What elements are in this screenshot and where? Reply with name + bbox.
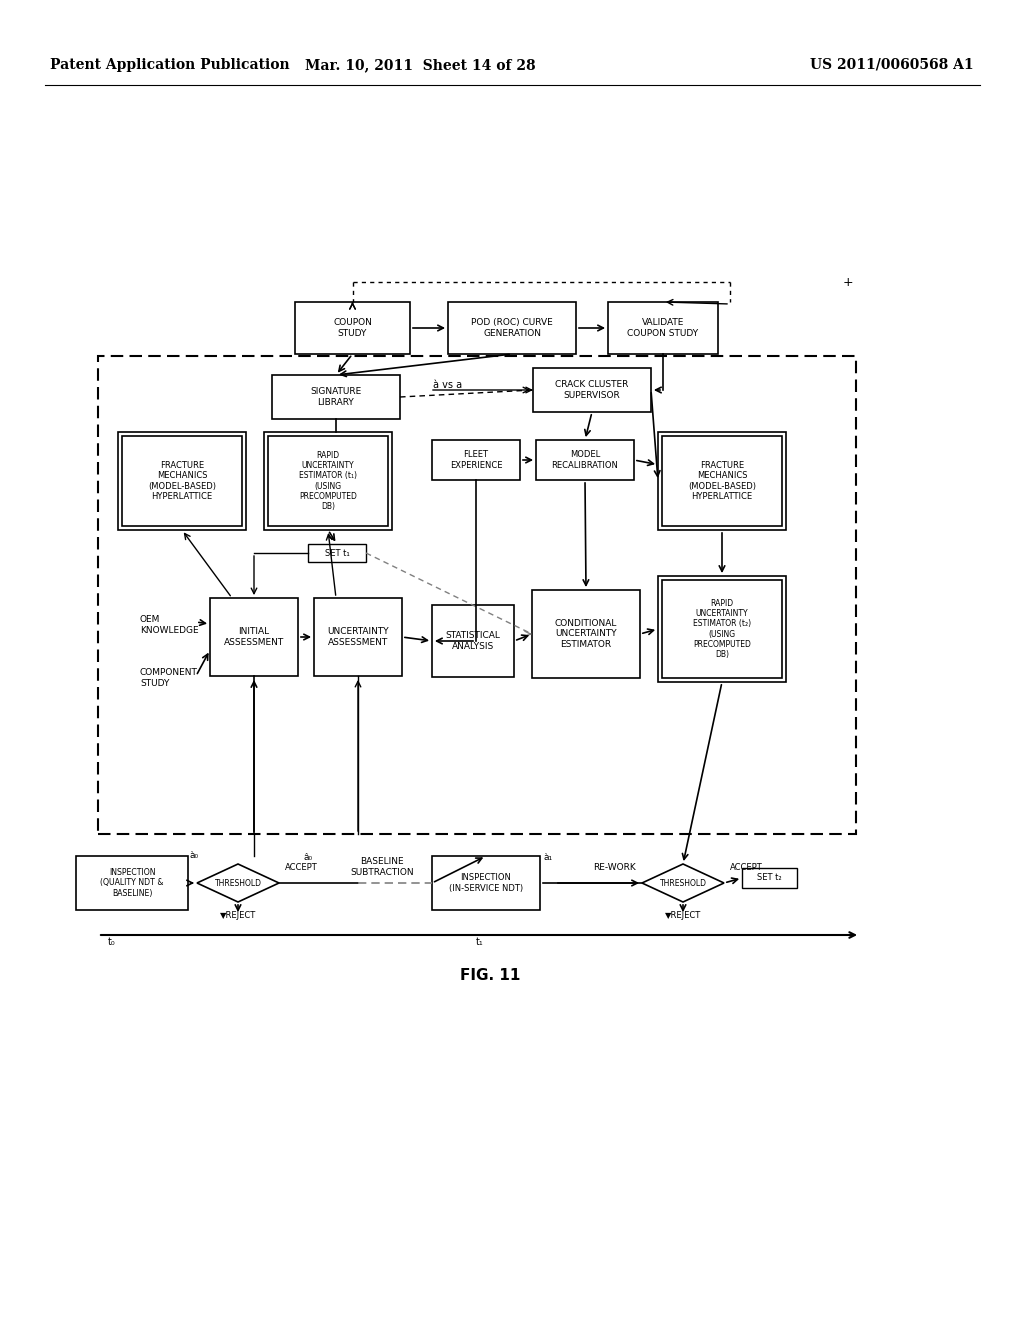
Bar [118, 432, 246, 531]
Bar [314, 598, 402, 676]
Text: FRACTURE
MECHANICS
(MODEL-BASED)
HYPERLATTICE: FRACTURE MECHANICS (MODEL-BASED) HYPERLA… [688, 461, 756, 502]
Text: Patent Application Publication: Patent Application Publication [50, 58, 290, 73]
Polygon shape [642, 865, 724, 902]
Text: COUPON
STUDY: COUPON STUDY [333, 318, 372, 338]
Text: t₀: t₀ [109, 937, 116, 946]
Text: â₀: â₀ [303, 854, 312, 862]
Bar [662, 436, 782, 525]
Text: SIGNATURE
LIBRARY: SIGNATURE LIBRARY [310, 387, 361, 407]
Text: OEM
KNOWLEDGE: OEM KNOWLEDGE [140, 615, 199, 635]
Text: UNCERTAINTY
ASSESSMENT: UNCERTAINTY ASSESSMENT [328, 627, 389, 647]
Bar [532, 590, 640, 678]
Text: Mar. 10, 2011  Sheet 14 of 28: Mar. 10, 2011 Sheet 14 of 28 [305, 58, 536, 73]
Bar [272, 375, 400, 418]
Text: RAPID
UNCERTAINTY
ESTIMATOR (t₂)
(USING
PRECOMPUTED
DB): RAPID UNCERTAINTY ESTIMATOR (t₂) (USING … [693, 598, 751, 660]
Text: VALIDATE
COUPON STUDY: VALIDATE COUPON STUDY [628, 318, 698, 338]
Text: +: + [843, 276, 853, 289]
Bar [536, 440, 634, 480]
Text: THRESHOLD: THRESHOLD [214, 879, 261, 887]
Text: INSPECTION
(QUALITY NDT &
BASELINE): INSPECTION (QUALITY NDT & BASELINE) [100, 869, 164, 898]
Text: CONDITIONAL
UNCERTAINTY
ESTIMATOR: CONDITIONAL UNCERTAINTY ESTIMATOR [555, 619, 617, 649]
Text: SET t₂: SET t₂ [757, 874, 781, 883]
Bar [449, 302, 575, 354]
Bar [98, 356, 856, 834]
Text: POD (ROC) CURVE
GENERATION: POD (ROC) CURVE GENERATION [471, 318, 553, 338]
Text: ACCEPT: ACCEPT [730, 862, 763, 871]
Text: THRESHOLD: THRESHOLD [659, 879, 707, 887]
Bar [210, 598, 298, 676]
Text: ▼REJECT: ▼REJECT [665, 911, 701, 920]
Bar [432, 605, 514, 677]
Bar [432, 440, 520, 480]
Text: COMPONENT
STUDY: COMPONENT STUDY [140, 668, 198, 688]
Text: à vs a: à vs a [433, 380, 462, 389]
Bar [658, 432, 786, 531]
Bar [308, 544, 366, 562]
Bar [264, 432, 392, 531]
Text: BASELINE
SUBTRACTION: BASELINE SUBTRACTION [350, 857, 414, 876]
Text: CRACK CLUSTER
SUPERVISOR: CRACK CLUSTER SUPERVISOR [555, 380, 629, 400]
Text: à₀: à₀ [189, 851, 199, 861]
Bar [432, 855, 540, 909]
Text: FIG. 11: FIG. 11 [460, 968, 520, 982]
Text: ▼REJECT: ▼REJECT [220, 911, 256, 920]
Text: t₁: t₁ [476, 937, 484, 946]
Text: FRACTURE
MECHANICS
(MODEL-BASED)
HYPERLATTICE: FRACTURE MECHANICS (MODEL-BASED) HYPERLA… [148, 461, 216, 502]
Text: STATISTICAL
ANALYSIS: STATISTICAL ANALYSIS [445, 631, 501, 651]
Bar [662, 579, 782, 678]
Text: US 2011/0060568 A1: US 2011/0060568 A1 [810, 58, 974, 73]
Bar [608, 302, 718, 354]
Text: INITIAL
ASSESSMENT: INITIAL ASSESSMENT [224, 627, 284, 647]
Bar [268, 436, 388, 525]
Text: SET t₁: SET t₁ [325, 549, 349, 557]
Text: RE-WORK: RE-WORK [593, 863, 635, 873]
Bar [534, 368, 651, 412]
Bar [122, 436, 242, 525]
Text: MODEL
RECALIBRATION: MODEL RECALIBRATION [552, 450, 618, 470]
Text: ACCEPT: ACCEPT [285, 862, 317, 871]
Text: INSPECTION
(IN-SERVICE NDT): INSPECTION (IN-SERVICE NDT) [449, 874, 523, 892]
Text: RAPID
UNCERTAINTY
ESTIMATOR (t₁)
(USING
PRECOMPUTED
DB): RAPID UNCERTAINTY ESTIMATOR (t₁) (USING … [299, 450, 357, 511]
Bar [742, 869, 797, 888]
Bar [76, 855, 188, 909]
Polygon shape [197, 865, 279, 902]
Bar [295, 302, 410, 354]
Text: à₁: à₁ [544, 854, 553, 862]
Bar [658, 576, 786, 682]
Text: FLEET
EXPERIENCE: FLEET EXPERIENCE [450, 450, 502, 470]
